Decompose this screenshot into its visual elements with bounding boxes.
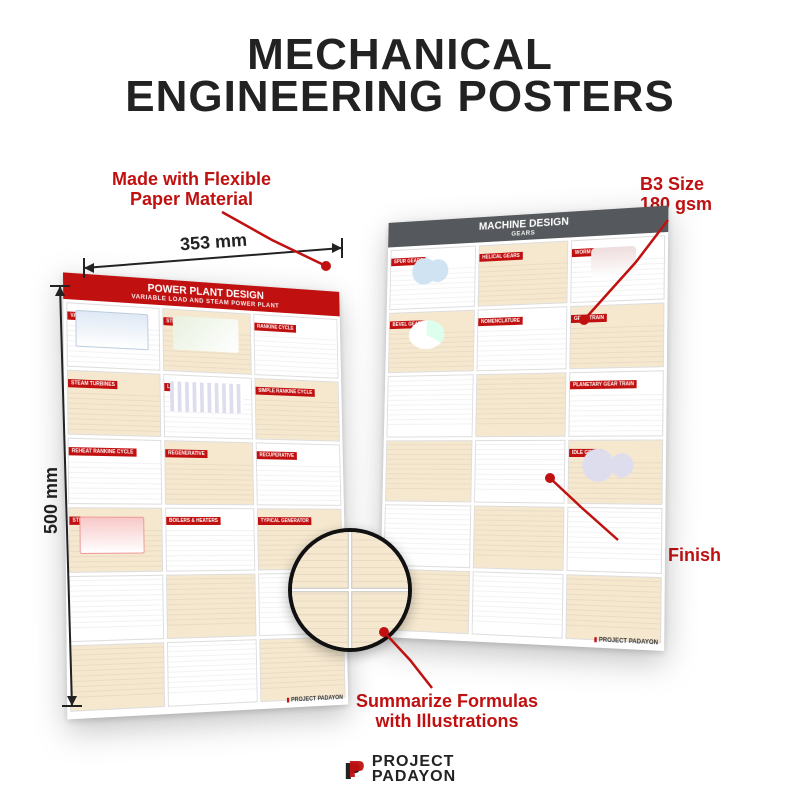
tag: REGENERATIVE <box>165 450 207 459</box>
brand-logo-icon <box>344 759 366 781</box>
tag: RANKINE CYCLE <box>254 323 296 333</box>
poster-left-brand: ▮ PROJECT PADAYON <box>287 694 344 704</box>
tag: SIMPLE RANKINE CYCLE <box>256 387 315 397</box>
title-line-2: ENGINEERING POSTERS <box>0 76 800 118</box>
tag: BOILERS & HEATERS <box>166 516 221 524</box>
poster-left: POWER PLANT DESIGN VARIABLE LOAD AND STE… <box>63 272 348 719</box>
dim-width-label: 353 mm <box>179 230 247 256</box>
brand-text: PROJECT PADAYON <box>372 755 456 784</box>
poster-left-grid: VARIABLE LOAD STEAM CYCLES RANKINE CYCLE… <box>63 299 348 715</box>
poster-right-brand: ▮ PROJECT PADAYON <box>594 636 658 646</box>
title-line-1: MECHANICAL <box>0 34 800 76</box>
tag: RECUPERATIVE <box>257 452 297 461</box>
brand-footer: PROJECT PADAYON <box>344 755 456 784</box>
callout-summarize: Summarize Formulas with Illustrations <box>356 692 538 732</box>
tag: NOMENCLATURE <box>478 317 523 326</box>
poster-right: MACHINE DESIGN GEARS SPUR GEARS HELICAL … <box>379 206 668 651</box>
tag: REHEAT RANKINE CYCLE <box>69 447 137 457</box>
poster-right-grid: SPUR GEARS HELICAL GEARS WORM GEARS BEVE… <box>379 232 668 647</box>
callout-flexible: Made with Flexible Paper Material <box>112 170 271 210</box>
tag: GEAR TRAIN <box>571 314 607 323</box>
tag: PLANETARY GEAR TRAIN <box>570 380 637 389</box>
dim-height-label: 500 mm <box>41 467 62 534</box>
page-title: MECHANICAL ENGINEERING POSTERS <box>0 0 800 118</box>
tag: TYPICAL GENERATOR <box>258 517 312 525</box>
magnifier-icon <box>288 528 412 652</box>
tag: STEAM TURBINES <box>68 379 118 389</box>
tag: HELICAL GEARS <box>479 252 522 262</box>
